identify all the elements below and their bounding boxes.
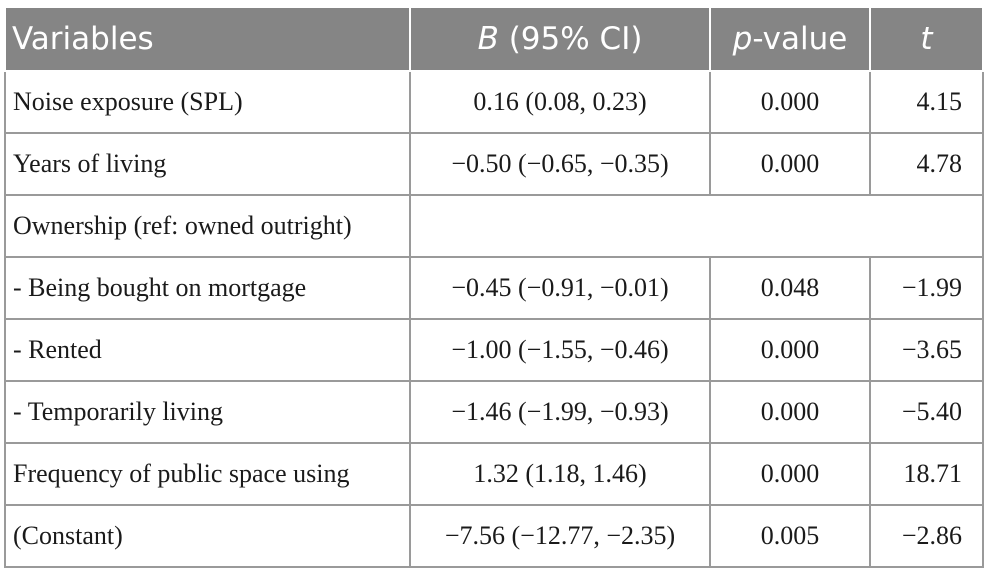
table-row: Years of living −0.50 (−0.65, −0.35) 0.0… <box>4 132 984 196</box>
p-value-cell: 0.048 <box>709 256 871 320</box>
variable-cell: - Being bought on mortgage <box>4 256 411 320</box>
t-cell: −1.99 <box>869 256 984 320</box>
header-b-letter: B <box>477 21 499 57</box>
variable-group-cell: Ownership (ref: owned outright) <box>4 194 411 258</box>
p-value-cell: 0.000 <box>709 132 871 196</box>
b-ci-cell: −1.00 (−1.55, −0.46) <box>409 318 711 382</box>
b-ci-cell: −0.45 (−0.91, −0.01) <box>409 256 711 320</box>
header-p-letter: p <box>732 21 753 57</box>
variable-cell: - Temporarily living <box>4 380 411 444</box>
variable-cell: Years of living <box>4 132 411 196</box>
table-row: - Being bought on mortgage −0.45 (−0.91,… <box>4 256 984 320</box>
header-b-rest: (95% CI) <box>498 21 643 57</box>
t-cell: 4.15 <box>869 70 984 134</box>
table-row: (Constant) −7.56 (−12.77, −2.35) 0.005 −… <box>4 504 984 568</box>
header-row: Variables B (95% CI) p-value t <box>4 6 984 72</box>
header-variables: Variables <box>4 6 411 72</box>
table-row: Frequency of public space using 1.32 (1.… <box>4 442 984 506</box>
p-value-cell: 0.000 <box>709 380 871 444</box>
table-row: - Temporarily living −1.46 (−1.99, −0.93… <box>4 380 984 444</box>
p-value-cell: 0.000 <box>709 70 871 134</box>
b-ci-cell: −1.46 (−1.99, −0.93) <box>409 380 711 444</box>
variable-cell: (Constant) <box>4 504 411 568</box>
header-t: t <box>869 6 984 72</box>
t-cell: −3.65 <box>869 318 984 382</box>
variable-cell: Noise exposure (SPL) <box>4 70 411 134</box>
variable-cell: - Rented <box>4 318 411 382</box>
b-ci-cell: −7.56 (−12.77, −2.35) <box>409 504 711 568</box>
t-cell: −2.86 <box>869 504 984 568</box>
empty-merged-cell <box>409 194 984 258</box>
table-row: Noise exposure (SPL) 0.16 (0.08, 0.23) 0… <box>4 70 984 134</box>
table-row: - Rented −1.00 (−1.55, −0.46) 0.000 −3.6… <box>4 318 984 382</box>
t-cell: −5.40 <box>869 380 984 444</box>
variable-cell: Frequency of public space using <box>4 442 411 506</box>
table-row-group-heading: Ownership (ref: owned outright) <box>4 194 984 258</box>
regression-table: Variables B (95% CI) p-value t Noise exp… <box>4 6 984 568</box>
b-ci-cell: 1.32 (1.18, 1.46) <box>409 442 711 506</box>
header-p-rest: -value <box>752 21 848 57</box>
p-value-cell: 0.000 <box>709 318 871 382</box>
b-ci-cell: −0.50 (−0.65, −0.35) <box>409 132 711 196</box>
t-cell: 18.71 <box>869 442 984 506</box>
t-cell: 4.78 <box>869 132 984 196</box>
b-ci-cell: 0.16 (0.08, 0.23) <box>409 70 711 134</box>
header-p-value: p-value <box>709 6 871 72</box>
p-value-cell: 0.000 <box>709 442 871 506</box>
header-b-ci: B (95% CI) <box>409 6 711 72</box>
p-value-cell: 0.005 <box>709 504 871 568</box>
